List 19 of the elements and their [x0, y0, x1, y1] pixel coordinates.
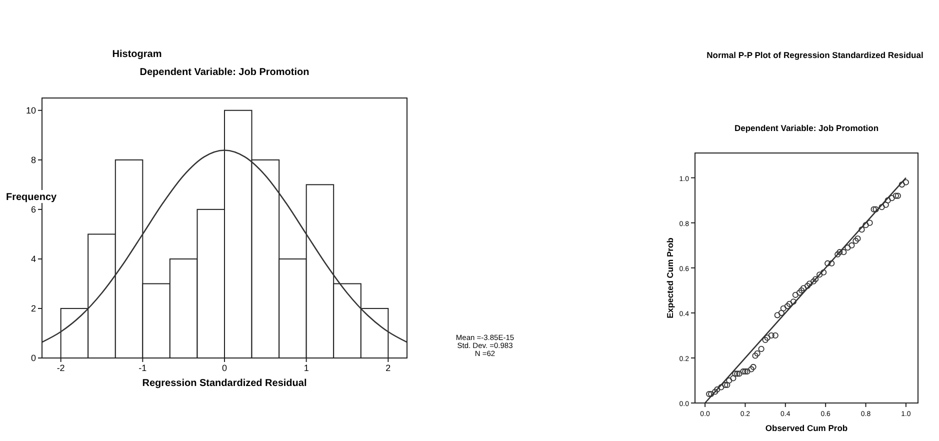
- chart-subtitle: Dependent Variable: Job Promotion: [140, 67, 310, 78]
- y-tick-label: 10: [26, 105, 36, 116]
- chart-subtitle: Dependent Variable: Job Promotion: [734, 123, 879, 133]
- chart-title: Histogram: [112, 49, 162, 60]
- x-axis-title: Regression Standardized Residual: [142, 378, 307, 389]
- x-tick-label: -2: [56, 363, 65, 373]
- x-tick-label: -1: [138, 363, 147, 373]
- chart-title: Normal P-P Plot of Regression Standardized Residual: [706, 50, 924, 60]
- y-tick-label: 4: [30, 254, 36, 264]
- x-tick-label: 2: [386, 363, 391, 373]
- y-tick-label: 0: [30, 353, 36, 363]
- y-axis-title: Frequency: [6, 192, 58, 203]
- x-tick-label: 1: [304, 363, 309, 373]
- y-axis-title: Expected Cum Prob: [665, 238, 675, 318]
- x-tick-label: 0: [222, 363, 228, 373]
- x-axis-title: Observed Cum Prob: [765, 423, 848, 433]
- y-tick-label: 8: [30, 154, 36, 165]
- y-tick-label: 6: [30, 204, 36, 214]
- y-tick-label: 2: [30, 303, 36, 314]
